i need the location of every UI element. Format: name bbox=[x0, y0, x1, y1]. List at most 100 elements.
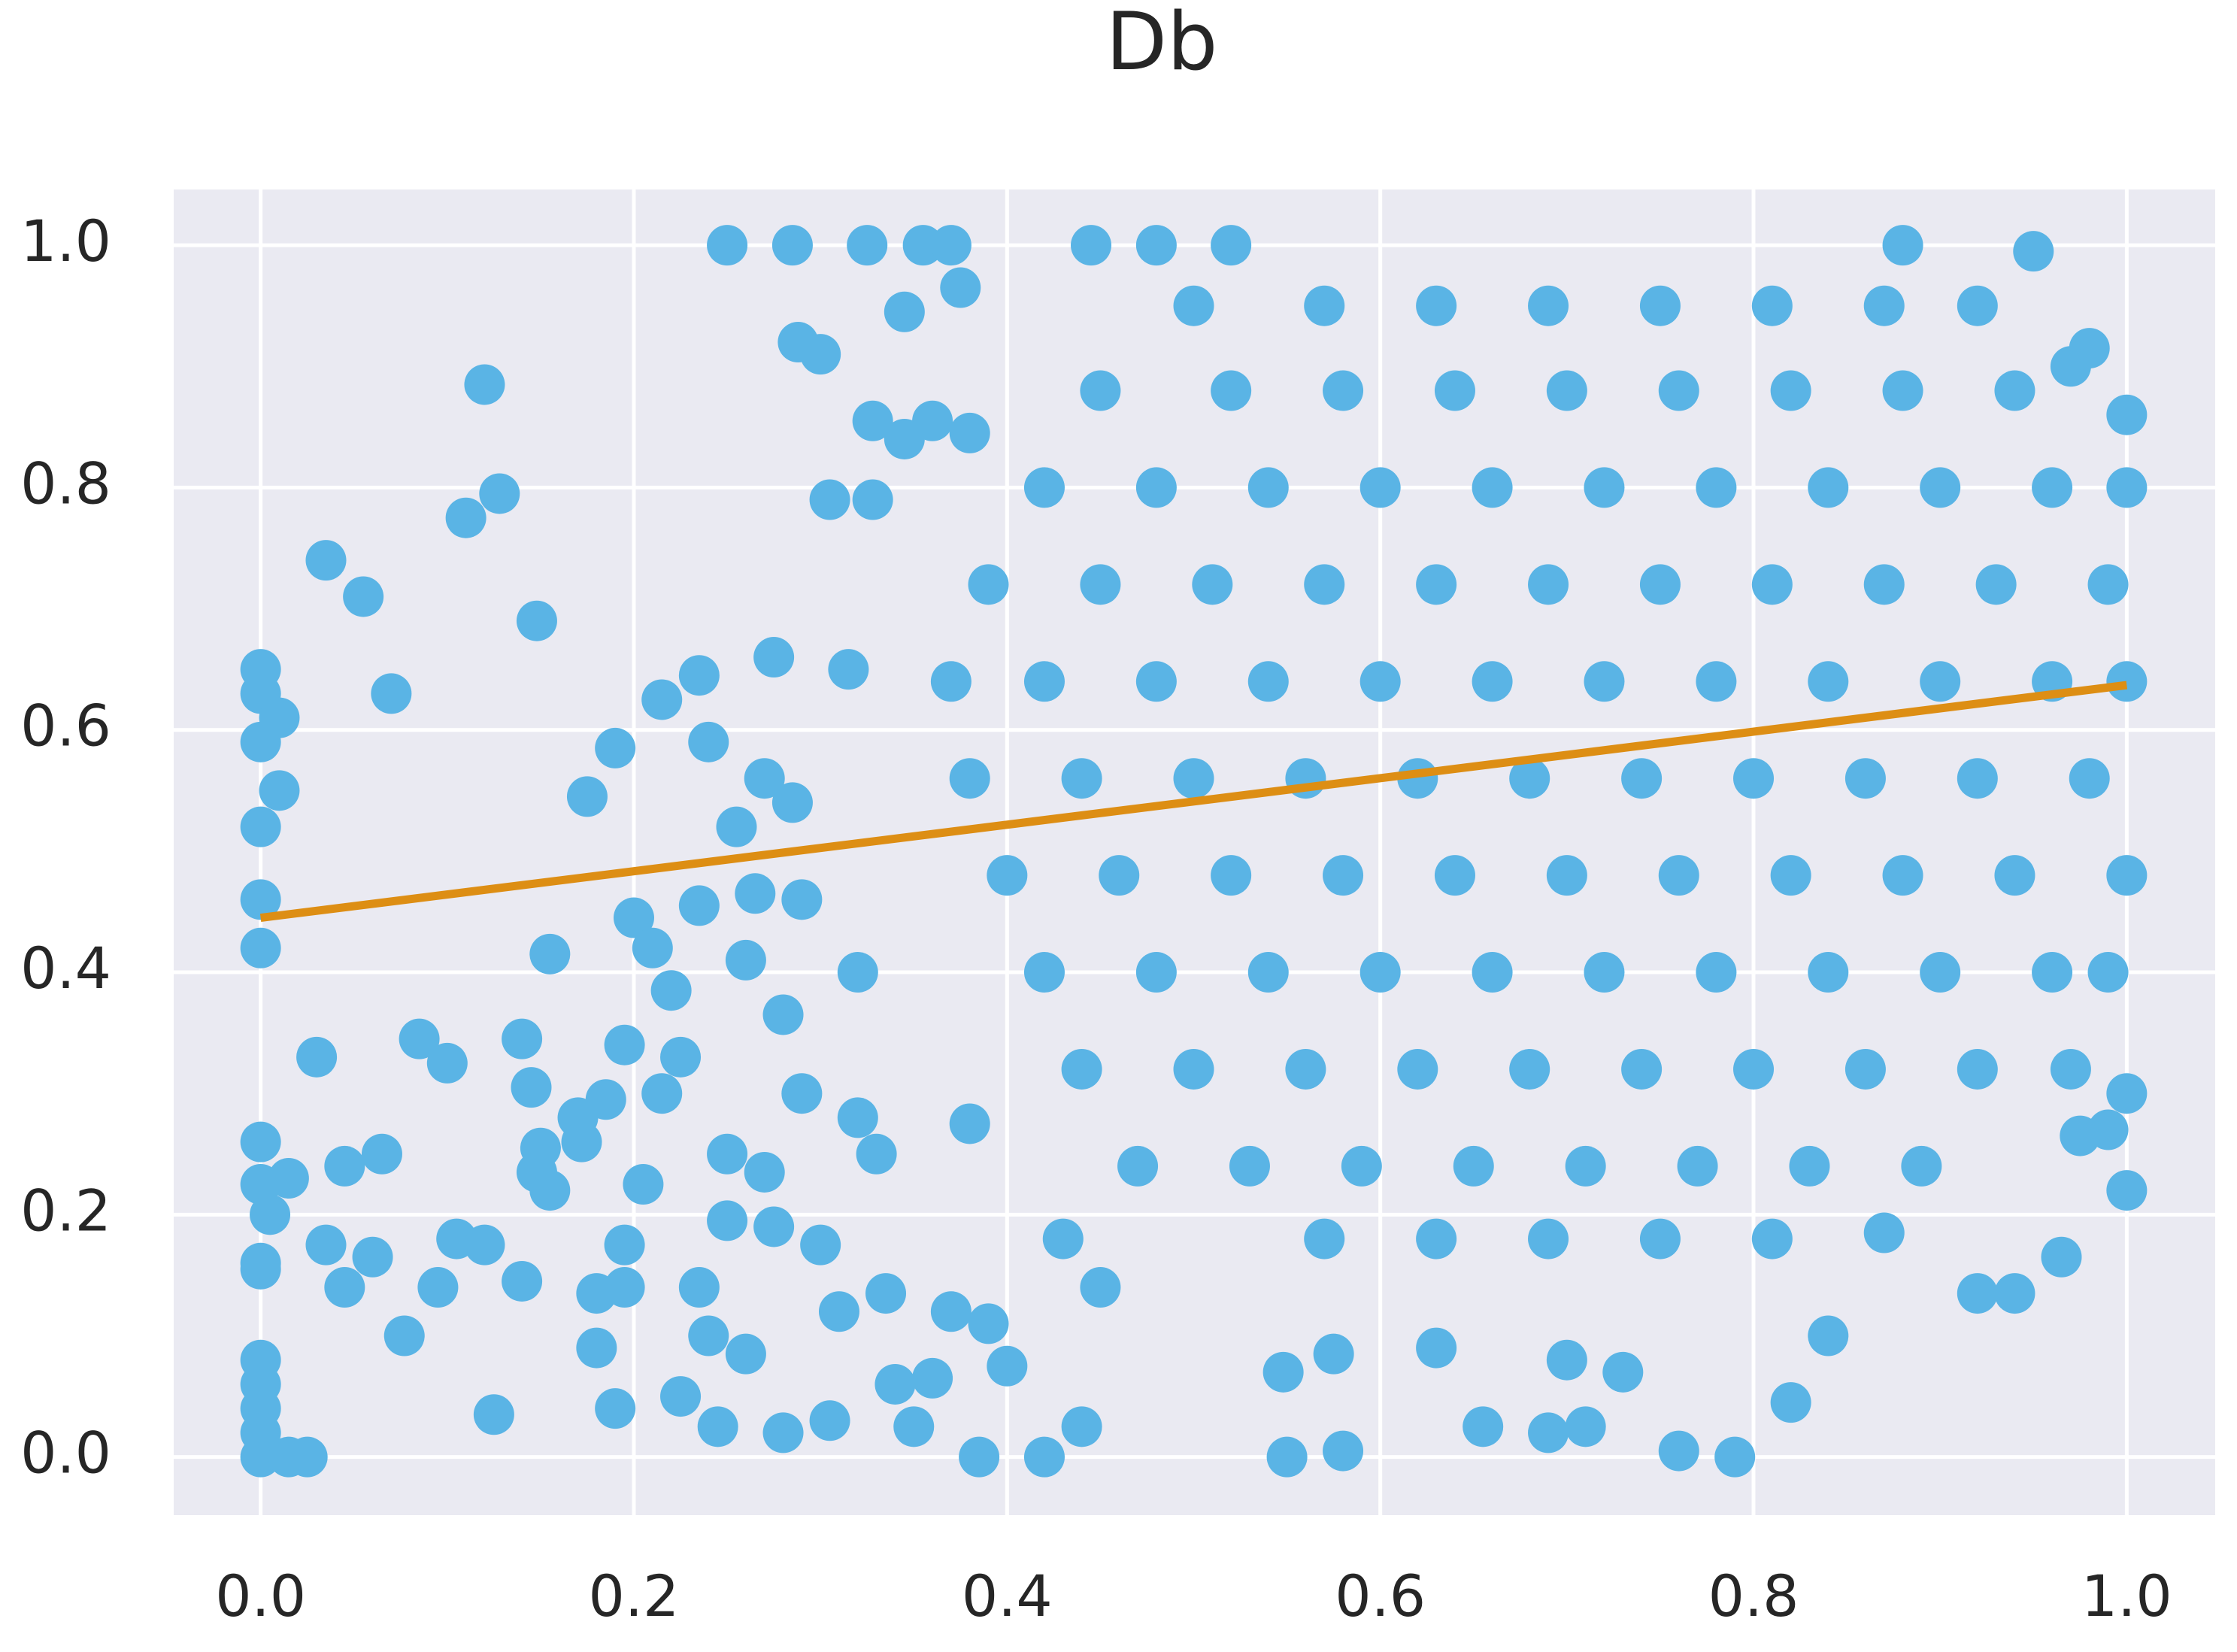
scatter-point bbox=[1023, 1436, 1065, 1478]
scatter-point bbox=[1416, 564, 1457, 605]
scatter-point bbox=[1584, 467, 1625, 508]
scatter-point bbox=[688, 721, 729, 762]
scatter-point bbox=[1789, 1145, 1830, 1187]
scatter-point bbox=[1528, 564, 1569, 605]
scatter-point bbox=[1247, 467, 1289, 508]
scatter-point bbox=[1416, 285, 1457, 326]
scatter-point bbox=[678, 1267, 720, 1308]
scatter-point bbox=[1229, 1145, 1270, 1187]
scatter-point bbox=[800, 334, 841, 375]
scatter-point bbox=[2106, 1170, 2148, 1211]
scatter-point bbox=[725, 1333, 766, 1375]
scatter-point bbox=[2041, 1236, 2082, 1278]
scatter-point bbox=[1135, 467, 1177, 508]
scatter-point bbox=[371, 673, 412, 714]
scatter-point bbox=[1173, 1048, 1214, 1090]
scatter-point bbox=[445, 497, 487, 538]
scatter-point bbox=[324, 1267, 365, 1308]
scatter-point bbox=[240, 1121, 281, 1162]
scatter-point bbox=[2032, 952, 2073, 993]
scatter-point bbox=[464, 364, 505, 405]
scatter-point bbox=[473, 1394, 514, 1435]
y-tick-label: 0.2 bbox=[20, 1177, 111, 1244]
scatter-point bbox=[1602, 1351, 1644, 1393]
scatter-point bbox=[1135, 661, 1177, 702]
scatter-point bbox=[2032, 467, 2073, 508]
scatter-point bbox=[828, 649, 869, 690]
scatter-point bbox=[852, 400, 893, 441]
scatter-point bbox=[2087, 1109, 2129, 1150]
scatter-point bbox=[1882, 225, 1923, 266]
scatter-point bbox=[1341, 1145, 1382, 1187]
scatter-point bbox=[1080, 370, 1121, 411]
scatter-point bbox=[707, 1133, 748, 1175]
scatter-point bbox=[1957, 1273, 1998, 1314]
scatter-point bbox=[1359, 661, 1401, 702]
scatter-point bbox=[1528, 285, 1569, 326]
scatter-point bbox=[2106, 467, 2148, 508]
scatter-point bbox=[464, 1224, 505, 1266]
scatter-point bbox=[1882, 855, 1923, 896]
scatter-point bbox=[688, 1315, 729, 1356]
scatter-point bbox=[1099, 855, 1140, 896]
scatter-point bbox=[1472, 467, 1513, 508]
scatter-point bbox=[516, 600, 557, 641]
scatter-point bbox=[1994, 855, 2035, 896]
scatter-point bbox=[250, 1194, 291, 1235]
y-tick-label: 0.8 bbox=[20, 450, 111, 517]
scatter-point bbox=[735, 873, 776, 914]
scatter-point bbox=[1262, 1351, 1304, 1393]
scatter-point bbox=[613, 897, 654, 938]
scatter-point bbox=[426, 1042, 468, 1084]
scatter-point bbox=[1135, 225, 1177, 266]
scatter-point bbox=[1658, 370, 1699, 411]
scatter-point bbox=[305, 1224, 347, 1266]
x-tick-label: 0.6 bbox=[1335, 1563, 1426, 1629]
scatter-point bbox=[305, 540, 347, 581]
scatter-point bbox=[771, 782, 813, 823]
chart-title: Db bbox=[1106, 0, 1218, 88]
scatter-point bbox=[641, 679, 683, 720]
scatter-point bbox=[1565, 1406, 1606, 1447]
scatter-point bbox=[529, 1170, 571, 1211]
scatter-point bbox=[604, 1267, 645, 1308]
scatter-point bbox=[240, 927, 281, 968]
scatter-point bbox=[949, 758, 990, 799]
scatter-point bbox=[781, 879, 823, 920]
scatter-point bbox=[1061, 1048, 1102, 1090]
scatter-point bbox=[1463, 1406, 1504, 1447]
x-tick-label: 0.8 bbox=[1708, 1563, 1799, 1629]
scatter-point bbox=[240, 721, 281, 762]
scatter-point bbox=[2050, 1048, 2091, 1090]
scatter-point bbox=[1080, 1267, 1121, 1308]
scatter-point bbox=[1639, 285, 1681, 326]
scatter-point bbox=[1994, 370, 2035, 411]
scatter-point bbox=[912, 1357, 953, 1399]
scatter-point bbox=[576, 1327, 617, 1369]
scatter-point bbox=[641, 1073, 683, 1114]
scatter-point bbox=[930, 225, 971, 266]
scatter-point bbox=[1957, 758, 1998, 799]
scatter-point bbox=[1117, 1145, 1159, 1187]
scatter-point bbox=[753, 637, 795, 678]
scatter-point bbox=[650, 970, 692, 1011]
scatter-point bbox=[1266, 1436, 1308, 1478]
scatter-point bbox=[1247, 661, 1289, 702]
scatter-point bbox=[930, 661, 971, 702]
scatter-point bbox=[940, 267, 981, 308]
scatter-point bbox=[296, 1036, 338, 1078]
scatter-point bbox=[1211, 855, 1252, 896]
scatter-point bbox=[1733, 1048, 1775, 1090]
scatter-point bbox=[1509, 758, 1550, 799]
scatter-point bbox=[1808, 661, 1849, 702]
scatter-point bbox=[809, 1400, 850, 1441]
scatter-point bbox=[479, 473, 520, 514]
scatter-point bbox=[1304, 285, 1345, 326]
scatter-point bbox=[595, 727, 636, 768]
scatter-point bbox=[399, 1018, 440, 1059]
scatter-point bbox=[1770, 1382, 1811, 1423]
scatter-point bbox=[1863, 564, 1905, 605]
scatter-point bbox=[1359, 952, 1401, 993]
scatter-point bbox=[1844, 1048, 1886, 1090]
x-tick-label: 0.2 bbox=[589, 1563, 680, 1629]
